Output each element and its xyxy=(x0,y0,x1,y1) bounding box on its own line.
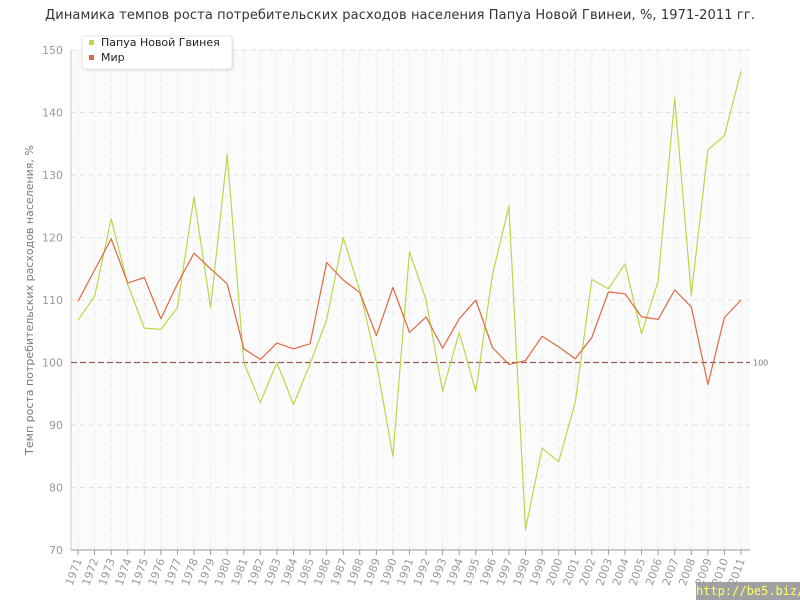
chart-title: Динамика темпов роста потребительских ра… xyxy=(45,8,755,23)
series-line-papua-new-guinea xyxy=(77,71,742,531)
y-tick-label: 70 xyxy=(49,544,63,557)
axes xyxy=(70,50,750,555)
series-line-world xyxy=(77,238,742,385)
y-tick-label: 120 xyxy=(42,232,63,245)
grid-lines xyxy=(71,49,750,550)
y-tick-label: 140 xyxy=(42,107,63,120)
legend-swatch xyxy=(89,40,94,45)
y-tick-label: 90 xyxy=(49,419,63,432)
y-tick-label: 130 xyxy=(42,169,63,182)
y-tick-label: 80 xyxy=(49,482,63,495)
reference-line-label: 100 xyxy=(753,359,768,368)
y-tick-label: 100 xyxy=(42,357,63,370)
legend-label[interactable]: Мир xyxy=(101,51,125,64)
legend-box xyxy=(81,35,233,70)
y-axis-label: Темп роста потребительских расходов насе… xyxy=(23,145,36,456)
series-lines xyxy=(77,71,742,531)
legend-swatch xyxy=(89,55,94,60)
reference-line-group: 100 xyxy=(71,359,768,368)
legend[interactable]: Папуа Новой Гвинея Мир xyxy=(81,35,233,70)
watermark: http://be5.biz/ xyxy=(696,582,800,600)
y-tick-label: 110 xyxy=(42,294,63,307)
y-tick-label: 150 xyxy=(42,44,63,57)
plot-area xyxy=(71,50,750,550)
legend-label[interactable]: Папуа Новой Гвинея xyxy=(101,36,220,49)
x-axis-ticks: 1971197219731974197519761977197819791980… xyxy=(63,557,748,588)
y-axis-ticks: 70 80 90 100 110 120 130 140 150 xyxy=(42,44,63,557)
